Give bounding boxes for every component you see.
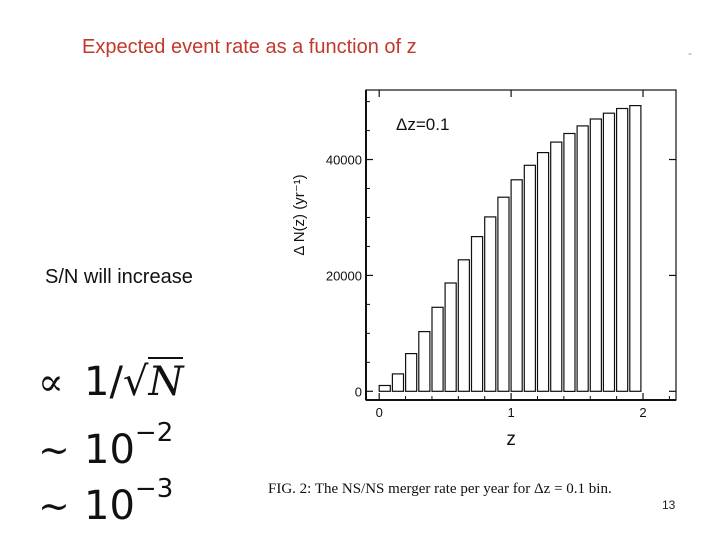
histogram-bar bbox=[536, 151, 550, 392]
histogram-bar bbox=[470, 236, 484, 392]
y-tick-label: 0 bbox=[355, 384, 362, 399]
formula-base: 10 bbox=[84, 483, 135, 529]
y-tick-label: 40000 bbox=[326, 153, 362, 168]
page-number: 13 bbox=[662, 498, 676, 512]
formula-approx-1e-2: ∼ 10−2 bbox=[38, 420, 173, 470]
merger-rate-bar-chart: 0 20000 40000 0 1 2 Δz=0.1 z Δ N(z) (yr⁻¹) bbox=[291, 89, 677, 450]
corner-mark: - bbox=[688, 46, 692, 60]
x-axis-label: z bbox=[506, 429, 516, 450]
histogram-bar bbox=[444, 282, 457, 393]
histogram-bar bbox=[589, 118, 602, 392]
formula-proportional-inverse-sqrt-n: ∝ 1/√N bbox=[38, 357, 184, 405]
formula-base: 10 bbox=[84, 427, 135, 473]
formula-exponent: −2 bbox=[134, 418, 174, 448]
sqrt-symbol: √ bbox=[122, 359, 149, 405]
y-tick-label: 20000 bbox=[326, 268, 362, 283]
histogram-bar bbox=[602, 112, 616, 392]
histogram-bar bbox=[550, 141, 563, 392]
histogram-bar bbox=[484, 216, 497, 392]
proportional-symbol: ∝ bbox=[38, 360, 64, 404]
formula-approx-1e-3: ∼ 10−3 bbox=[38, 476, 173, 526]
histogram-bar bbox=[497, 196, 510, 392]
figure-caption: FIG. 2: The NS/NS merger rate per year f… bbox=[268, 481, 612, 497]
histogram-bar bbox=[457, 259, 471, 392]
tilde-symbol: ∼ bbox=[38, 484, 70, 528]
delta-z-annotation: Δz=0.1 bbox=[396, 115, 449, 134]
histogram-bar bbox=[418, 331, 431, 392]
histogram-bar bbox=[391, 373, 405, 392]
histogram-bar bbox=[629, 105, 642, 392]
x-tick-label: 0 bbox=[376, 405, 383, 420]
formula-var-n: N bbox=[148, 357, 184, 405]
histogram-bar bbox=[510, 179, 523, 392]
formula-one-over: 1/ bbox=[84, 359, 123, 405]
histogram-bar bbox=[616, 107, 629, 392]
histogram-bar bbox=[563, 132, 576, 392]
histogram-bar bbox=[404, 353, 418, 392]
x-tick-label: 1 bbox=[507, 405, 514, 420]
slide-title: Expected event rate as a function of z bbox=[82, 36, 417, 58]
sn-increase-text: S/N will increase bbox=[45, 266, 193, 288]
histogram-bar bbox=[523, 164, 537, 392]
formula-exponent: −3 bbox=[134, 474, 174, 504]
x-tick-label: 2 bbox=[639, 405, 646, 420]
histogram-bar bbox=[378, 384, 391, 392]
tilde-symbol: ∼ bbox=[38, 428, 70, 472]
histogram-bar bbox=[431, 306, 444, 392]
y-axis-label: Δ N(z) (yr⁻¹) bbox=[291, 174, 308, 255]
histogram-bar bbox=[576, 125, 589, 392]
